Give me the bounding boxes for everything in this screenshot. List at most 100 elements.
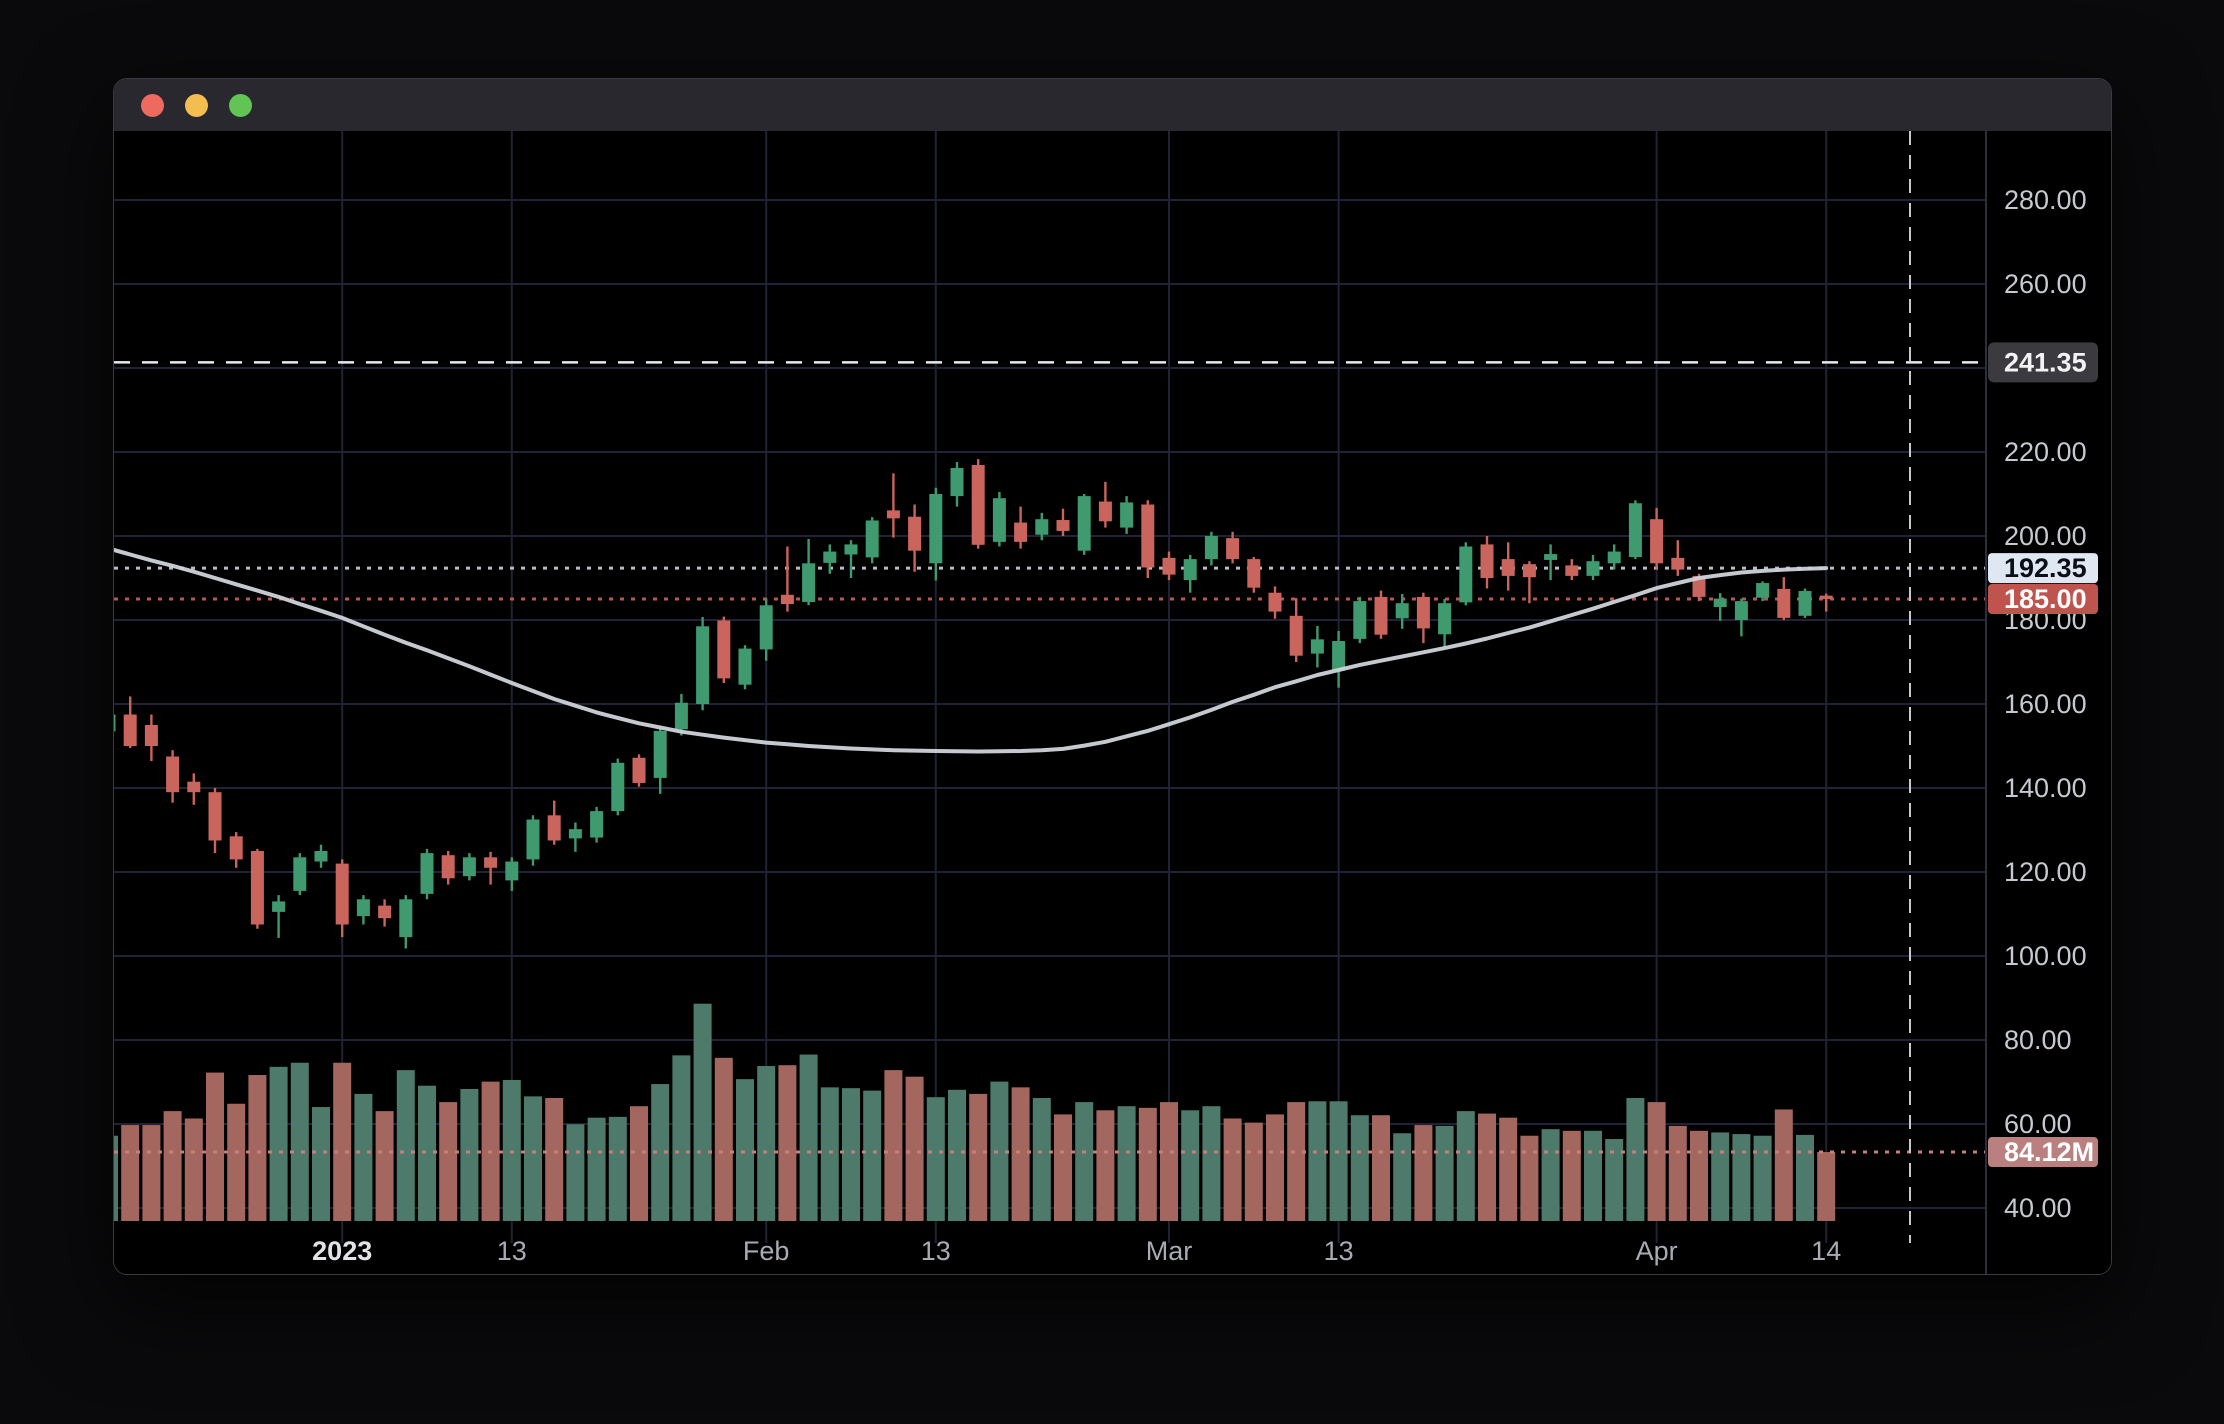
volume-bar[interactable] (587, 1117, 606, 1221)
volume-bar[interactable] (1160, 1102, 1178, 1221)
candle[interactable] (971, 459, 985, 549)
volume-bar[interactable] (863, 1090, 882, 1221)
candle[interactable] (908, 504, 922, 572)
volume-bar[interactable] (566, 1124, 585, 1221)
volume-bar[interactable] (460, 1088, 479, 1221)
candle[interactable] (293, 853, 307, 896)
candle[interactable] (314, 844, 328, 868)
candle[interactable] (759, 598, 773, 661)
price-scale[interactable]: 280.00260.00220.00200.00180.00160.00140.… (1985, 131, 2098, 1275)
volume-bar[interactable] (290, 1062, 309, 1221)
candle[interactable] (1141, 500, 1155, 578)
volume-bar[interactable] (418, 1085, 436, 1221)
candle[interactable] (1416, 592, 1430, 644)
candle[interactable] (547, 800, 561, 845)
candle[interactable] (1310, 625, 1324, 668)
volume-bar[interactable] (121, 1125, 140, 1221)
volume-bar[interactable] (396, 1070, 415, 1221)
volume-bar[interactable] (1075, 1102, 1094, 1221)
candle[interactable] (611, 758, 625, 816)
volume-bar[interactable] (375, 1111, 394, 1221)
volume-bar[interactable] (799, 1054, 818, 1221)
volume-bar[interactable] (1329, 1101, 1348, 1221)
volume-bar[interactable] (1626, 1098, 1645, 1221)
candle[interactable] (441, 851, 455, 885)
candle[interactable] (1374, 590, 1388, 639)
candle[interactable] (229, 832, 243, 868)
volume-bar[interactable] (1181, 1110, 1200, 1221)
candle[interactable] (1289, 598, 1303, 662)
volume-bar[interactable] (1011, 1087, 1030, 1221)
candle[interactable] (484, 851, 498, 885)
volume-bar[interactable] (545, 1098, 564, 1221)
candles[interactable] (114, 459, 1833, 949)
candle[interactable] (929, 487, 943, 581)
candle[interactable] (1565, 559, 1579, 581)
volume-bar[interactable] (990, 1081, 1009, 1221)
volume-bar[interactable] (757, 1066, 776, 1221)
candle[interactable] (114, 700, 116, 734)
volume-bar[interactable] (1562, 1130, 1581, 1221)
candle[interactable] (1756, 581, 1770, 602)
volume-bar[interactable] (1414, 1125, 1433, 1221)
volume-bar[interactable] (1393, 1133, 1412, 1221)
candle[interactable] (674, 693, 688, 736)
volume-bar[interactable] (969, 1093, 988, 1221)
volume-bar[interactable] (651, 1084, 670, 1221)
zoom-button[interactable] (229, 93, 252, 117)
candle[interactable] (1607, 544, 1621, 570)
volume-bar[interactable] (714, 1057, 733, 1221)
volume-bar[interactable] (884, 1070, 903, 1221)
candle[interactable] (335, 859, 349, 938)
volume-bar[interactable] (1753, 1135, 1772, 1221)
volume-bar[interactable] (926, 1097, 945, 1221)
window-titlebar[interactable] (114, 79, 2111, 131)
time-scale[interactable]: 2023 13 Feb 13 Mar 13 Apr 14 (312, 1236, 1841, 1266)
candle[interactable] (653, 727, 667, 794)
volume-bar[interactable] (905, 1076, 924, 1221)
candle[interactable] (208, 788, 222, 854)
candle[interactable] (1586, 554, 1600, 581)
candle[interactable] (844, 540, 858, 578)
volume-bar[interactable] (1732, 1134, 1751, 1221)
volume-bar[interactable] (1541, 1129, 1560, 1221)
candle[interactable] (780, 546, 794, 612)
candle[interactable] (1522, 561, 1536, 604)
candle[interactable] (187, 773, 201, 805)
minimize-button[interactable] (185, 93, 208, 117)
volume-bar[interactable] (184, 1118, 203, 1222)
candle[interactable] (1395, 593, 1409, 629)
volume-bar[interactable] (1796, 1134, 1814, 1221)
candle[interactable] (1628, 500, 1642, 560)
volume-bar[interactable] (114, 1135, 118, 1221)
volume-bar[interactable] (142, 1125, 161, 1221)
candle[interactable] (717, 616, 731, 683)
candle[interactable] (272, 895, 286, 938)
volume-bar[interactable] (1817, 1152, 1836, 1221)
volume-bar[interactable] (1096, 1110, 1115, 1221)
candle[interactable] (992, 491, 1006, 547)
candle[interactable] (378, 899, 392, 927)
volume-bar[interactable] (1266, 1114, 1284, 1221)
volume-bar[interactable] (206, 1072, 224, 1221)
volume-bar[interactable] (948, 1089, 966, 1221)
candle[interactable] (420, 848, 434, 900)
candle[interactable] (1056, 508, 1070, 536)
candle[interactable] (1268, 586, 1282, 619)
volume-bar[interactable] (672, 1055, 691, 1221)
volume-bar[interactable] (1117, 1106, 1136, 1221)
volume-bar[interactable] (736, 1079, 754, 1221)
volume-bar[interactable] (1774, 1109, 1793, 1221)
volume-bar[interactable] (1244, 1122, 1263, 1221)
volume-bar[interactable] (1202, 1106, 1221, 1221)
candle[interactable] (1713, 593, 1727, 621)
volume-bar[interactable] (630, 1106, 648, 1221)
candle[interactable] (462, 853, 476, 881)
candle[interactable] (738, 645, 752, 690)
volume-bar[interactable] (439, 1102, 458, 1221)
volume-bar[interactable] (1499, 1117, 1518, 1221)
volume-bar[interactable] (1350, 1115, 1369, 1221)
volume-bar[interactable] (842, 1088, 860, 1221)
candle[interactable] (1671, 540, 1685, 576)
candle[interactable] (1798, 588, 1812, 618)
